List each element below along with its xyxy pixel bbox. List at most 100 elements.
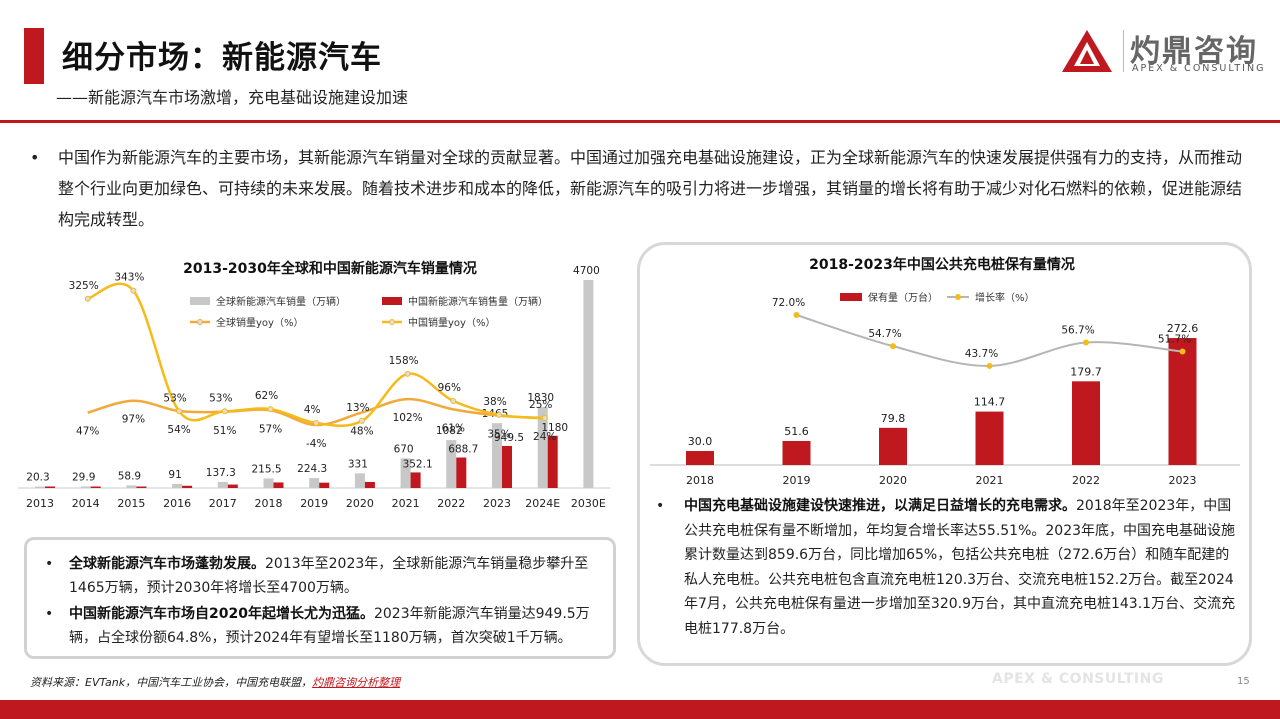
- charging-pile-value: 179.7: [1070, 365, 1102, 378]
- legend-marker: [955, 294, 961, 300]
- charging-pile-value: 79.8: [881, 412, 906, 425]
- global-yoy-label: 35%: [487, 429, 510, 441]
- global-sales-bar: [400, 458, 411, 488]
- x-tick-label: 2030E: [571, 497, 606, 510]
- china-yoy-point: [313, 420, 320, 427]
- charging-pile-bar: [686, 451, 714, 465]
- global-sales-bar: [537, 407, 548, 488]
- global-sales-label: 670: [394, 443, 414, 455]
- china-sales-label: 352.1: [403, 458, 433, 470]
- charging-pile-bar: [1168, 338, 1197, 465]
- legend-label: 中国销量yoy（%）: [408, 316, 495, 329]
- legend-swatch: [840, 293, 862, 301]
- x-tick-label: 2023: [1169, 474, 1197, 487]
- china-sales-label: 688.7: [448, 444, 478, 456]
- global-sales-bar: [492, 423, 502, 488]
- china-yoy-label: 158%: [389, 355, 419, 367]
- growth-rate-point: [986, 362, 993, 369]
- sales-note-item-2: • 中国新能源汽车市场自2020年起增长尤为迅猛。2023年新能源汽车销量达94…: [41, 602, 601, 650]
- china-yoy-point: [130, 287, 137, 294]
- global-sales-label: 137.3: [206, 467, 236, 479]
- global-sales-label: 4700: [573, 265, 600, 277]
- china-yoy-point: [358, 417, 365, 424]
- growth-rate-label: 43.7%: [965, 348, 998, 360]
- source-prefix: 资料来源：EVTank，中国汽车工业协会，中国充电联盟，: [30, 676, 313, 689]
- title-accent-bar: [24, 28, 44, 84]
- global-yoy-label: 57%: [259, 423, 282, 435]
- x-tick-label: 2022: [437, 497, 465, 510]
- global-sales-label: 91: [168, 469, 181, 481]
- legend-label: 全球销量yoy（%）: [216, 316, 303, 329]
- sales-note-1-bold: 全球新能源汽车市场蓬勃发展。: [69, 556, 265, 572]
- global-yoy-label: 54%: [167, 424, 190, 436]
- charging-pile-value: 272.6: [1167, 322, 1199, 335]
- china-yoy-label: 343%: [114, 272, 144, 284]
- x-tick-label: 2019: [783, 474, 811, 487]
- growth-rate-label: 54.7%: [868, 328, 901, 340]
- growth-rate-label: 56.7%: [1061, 325, 1094, 337]
- china-yoy-label: 4%: [304, 404, 321, 416]
- logo-text-en: APEX & CONSULTING: [1132, 63, 1266, 74]
- legend-swatch: [382, 297, 402, 305]
- growth-rate-label: 51.7%: [1158, 334, 1191, 346]
- china-sales-bar: [410, 472, 421, 488]
- x-tick-label: 2014: [72, 497, 100, 510]
- china-sales-bar: [273, 482, 284, 488]
- growth-rate-point: [1083, 339, 1089, 346]
- legend-label: 中国新能源汽车销售量（万辆）: [408, 295, 548, 308]
- page-subtitle: ——新能源汽车市场激增，充电基础设施建设加速: [56, 88, 409, 107]
- china-sales-bar: [319, 482, 330, 488]
- china-yoy-point: [84, 295, 91, 302]
- china-sales-bar: [45, 486, 55, 488]
- china-yoy-point: [450, 397, 457, 404]
- china-yoy-label: 25%: [529, 399, 552, 411]
- global-yoy-label: 51%: [213, 425, 236, 437]
- x-tick-label: 2016: [163, 497, 191, 510]
- growth-rate-point: [793, 312, 800, 318]
- header-divider: [0, 120, 1280, 123]
- growth-rate-label: 72.0%: [772, 297, 805, 309]
- global-sales-bar: [263, 478, 274, 488]
- global-yoy-label: 102%: [393, 412, 423, 424]
- global-sales-bar: [583, 280, 594, 488]
- global-sales-label: 1830: [527, 392, 554, 404]
- global-sales-bar: [217, 481, 228, 488]
- x-tick-label: 2018: [255, 497, 283, 510]
- bullet: •: [45, 556, 54, 572]
- china-sales-bar: [456, 457, 467, 488]
- china-yoy-point: [176, 408, 183, 415]
- china-yoy-point: [496, 411, 502, 418]
- china-yoy-label: 38%: [483, 396, 506, 408]
- charging-pile-bar: [1072, 381, 1100, 465]
- bottom-bar: [0, 700, 1280, 719]
- bullet: •: [30, 148, 40, 167]
- global-sales-bar: [35, 486, 45, 488]
- header: 细分市场：新能源汽车 ——新能源汽车市场激增，充电基础设施建设加速 灼鼎咨询 A…: [0, 0, 1280, 123]
- china-yoy-label: 96%: [438, 382, 461, 394]
- sales-note-box: • 全球新能源汽车市场蓬勃发展。2013年至2023年，全球新能源汽车销量稳步攀…: [24, 537, 616, 659]
- x-tick-label: 2015: [117, 497, 145, 510]
- footer-brand: APEX & CONSULTING: [992, 671, 1164, 687]
- global-sales-label: 224.3: [297, 463, 327, 475]
- global-sales-bar: [126, 485, 137, 488]
- china-sales-bar: [547, 435, 558, 488]
- global-yoy-label: 97%: [122, 414, 145, 426]
- global-sales-label: 331: [348, 458, 368, 470]
- global-sales-bar: [172, 483, 183, 488]
- intro-paragraph: • 中国作为新能源汽车的主要市场，其新能源汽车销量对全球的贡献显著。中国通过加强…: [30, 142, 1245, 235]
- logo-triangle-icon: [1062, 30, 1112, 72]
- global-sales-label: 20.3: [26, 472, 49, 484]
- page-title: 细分市场：新能源汽车: [62, 40, 382, 76]
- china-yoy-label: 325%: [69, 280, 99, 292]
- source-link[interactable]: 灼鼎咨询分析整理: [312, 676, 401, 689]
- chart-title: 2018-2023年中国公共充电桩保有量情况: [809, 256, 1075, 273]
- legend-marker: [197, 319, 203, 325]
- china-sales-bar: [364, 481, 375, 488]
- legend-swatch: [190, 297, 210, 305]
- china-sales-bar: [502, 445, 512, 488]
- global-sales-label: 58.9: [118, 470, 141, 482]
- x-tick-label: 2023: [483, 497, 511, 510]
- china-sales-bar: [136, 486, 147, 488]
- china-sales-label: 949.5: [494, 432, 524, 444]
